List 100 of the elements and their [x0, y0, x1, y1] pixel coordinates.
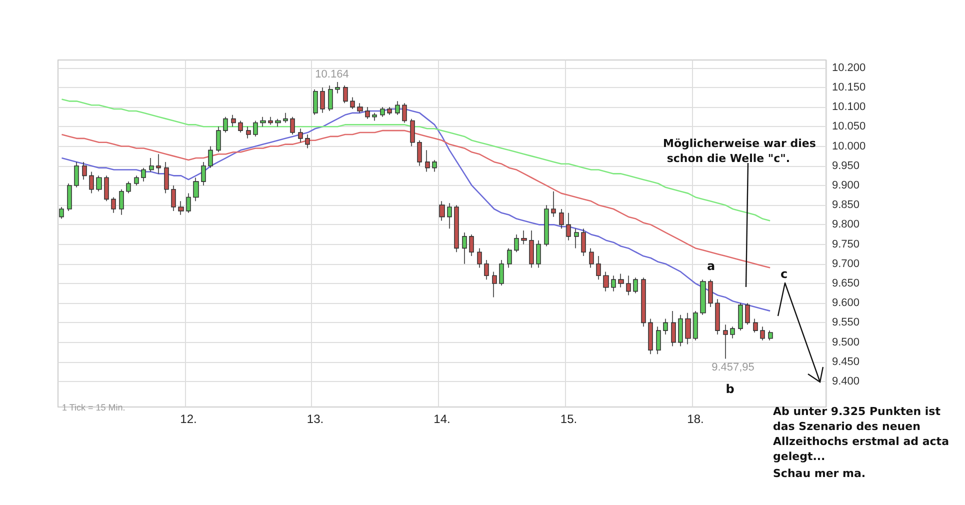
candlestick [134, 175, 139, 186]
candlestick [402, 102, 407, 124]
candlestick [380, 106, 385, 118]
candlestick [343, 85, 348, 104]
candlestick [290, 116, 295, 135]
candlestick [760, 326, 765, 341]
candlestick [260, 116, 266, 128]
y-tick-label: 9.800 [832, 218, 860, 231]
candlestick [96, 175, 102, 192]
candlestick [641, 277, 646, 328]
candlestick [156, 154, 161, 174]
y-tick-label: 9.750 [832, 238, 860, 250]
candlestick [119, 188, 124, 216]
candlestick [715, 298, 720, 335]
x-tick-label: 18. [687, 412, 704, 426]
candlestick [298, 128, 303, 143]
candlestick [417, 140, 422, 166]
candlestick [320, 87, 325, 114]
candlestick [372, 112, 377, 122]
x-tick-label: 12. [180, 412, 197, 426]
candlestick [178, 200, 184, 216]
candlestick [648, 318, 653, 354]
candlestick [328, 85, 333, 112]
candlestick [410, 118, 415, 147]
candlestick [484, 260, 489, 280]
candlestick [768, 330, 773, 341]
candlestick [208, 146, 213, 168]
candlestick [603, 271, 609, 292]
candlestick [164, 162, 169, 194]
candlestick [633, 277, 638, 294]
y-tick-label: 10.100 [832, 101, 866, 114]
candlestick [454, 204, 459, 253]
annotation: c [780, 267, 788, 281]
y-tick-label: 10.050 [832, 120, 866, 133]
annotation: a [706, 259, 716, 273]
candlestick [514, 234, 519, 253]
candlestick [559, 208, 564, 229]
candlestick [141, 167, 146, 182]
candlestick [753, 318, 758, 333]
candlestick [544, 204, 549, 247]
y-tick-label: 9.400 [832, 376, 860, 388]
y-tick-label: 9.950 [832, 160, 860, 172]
candlestick [268, 116, 273, 126]
candlestick [663, 318, 668, 335]
candlestick [685, 312, 691, 345]
candlestick [656, 326, 661, 354]
candlestick [223, 116, 228, 133]
candlestick [529, 230, 534, 268]
candlestick [462, 232, 467, 264]
candlestick [432, 160, 437, 172]
candlestick [275, 118, 281, 128]
y-tick-label: 9.850 [832, 199, 860, 212]
candlestick [738, 302, 743, 331]
y-tick-label: 9.650 [832, 277, 860, 290]
candlestick [693, 310, 698, 341]
candlestick [149, 158, 154, 172]
candlestick [201, 162, 206, 186]
candlestick [700, 279, 706, 316]
candlestick [350, 96, 355, 110]
candlestick [626, 275, 631, 296]
y-tick-label: 9.450 [832, 356, 860, 368]
candlestick [395, 100, 400, 116]
candlestick [171, 185, 176, 212]
candlestick [566, 212, 571, 241]
candlestick [104, 175, 109, 202]
candlestick [67, 183, 72, 212]
candlestick [618, 273, 624, 288]
x-tick-label: 13. [306, 412, 324, 426]
y-tick-label: 9.900 [832, 179, 860, 192]
candlestick [499, 260, 504, 286]
candlestick [521, 230, 527, 245]
x-tick-label: 14. [434, 412, 450, 426]
candlestick [678, 314, 683, 347]
candlestick [551, 190, 556, 218]
candlestick [111, 196, 116, 214]
candlestick [253, 120, 258, 137]
y-tick-label: 10.200 [832, 62, 866, 74]
candlestick [469, 234, 474, 256]
candlestick [477, 248, 482, 268]
annotation: Möglicherweise war dies schon die Welle "c". [663, 137, 816, 165]
y-tick-label: 9.700 [832, 258, 860, 270]
candlestick [589, 248, 594, 268]
candlestick [357, 102, 363, 114]
candlestick [305, 134, 310, 149]
candlestick [126, 181, 131, 194]
x-tick-label: 15. [560, 412, 578, 426]
y-tick-label: 9.600 [832, 297, 860, 310]
candlestick [492, 271, 497, 298]
candlestick [238, 120, 243, 133]
annotation: 9.457,95 [712, 362, 754, 374]
candlestick [723, 324, 728, 360]
annotation: 1 Tick = 15 Min. [62, 402, 126, 412]
candlestick [186, 192, 191, 214]
annotation: Ab unter 9.325 Punkten ist das Szenario des neuen Allzeithochs erstmal ad acta gelegt... [773, 405, 953, 463]
candlestick [708, 279, 713, 308]
candlestick [507, 248, 512, 268]
candlestick [439, 200, 445, 222]
candlestick [59, 206, 64, 220]
candlestick [730, 326, 735, 339]
annotation: b [726, 382, 735, 396]
